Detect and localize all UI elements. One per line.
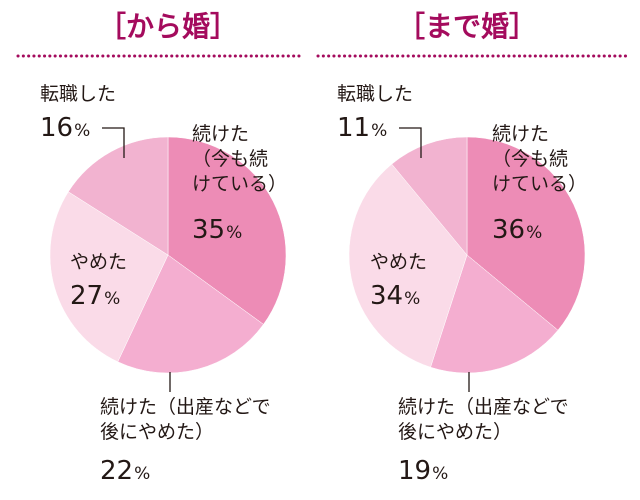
slice-percentage: 34% bbox=[370, 281, 420, 311]
slice-percentage: 19% bbox=[398, 456, 448, 486]
slice-label: 転職した bbox=[337, 83, 413, 105]
leader-line bbox=[102, 127, 125, 158]
slice-label: 転職した bbox=[40, 83, 116, 105]
slice-label: 後にやめた） bbox=[100, 421, 214, 443]
chart-title: ［まで婚］ bbox=[397, 10, 537, 43]
slice-percentage: 27% bbox=[70, 281, 120, 311]
slice-label: 後にやめた） bbox=[398, 421, 512, 443]
slice-percentage: 36% bbox=[492, 215, 542, 245]
slice-label: けている） bbox=[492, 173, 587, 195]
slice-percentage: 22% bbox=[100, 456, 150, 486]
slice-label: 続けた（出産などで bbox=[398, 396, 569, 418]
slice-percentage: 35% bbox=[192, 215, 242, 245]
leader-line bbox=[399, 127, 422, 158]
slice-label: 続けた bbox=[492, 123, 549, 145]
slice-label: やめた bbox=[70, 251, 127, 273]
slice-label: 続けた（出産などで bbox=[100, 396, 271, 418]
pie-slice bbox=[430, 254, 559, 374]
pie-slice bbox=[49, 191, 169, 363]
slice-label: （今も続 bbox=[192, 148, 268, 170]
slice-percentage: 11% bbox=[337, 113, 387, 143]
pie-slice bbox=[466, 136, 586, 331]
pie-slice bbox=[68, 136, 169, 256]
pie-slice bbox=[391, 136, 468, 256]
chart-title: ［から婚］ bbox=[98, 10, 238, 43]
pie-slice bbox=[348, 163, 468, 368]
slice-label: けている） bbox=[192, 173, 287, 195]
slice-label: （今も続 bbox=[492, 148, 568, 170]
pie-slice bbox=[167, 136, 287, 325]
slice-label: やめた bbox=[370, 251, 427, 273]
slice-percentage: 16% bbox=[40, 113, 90, 143]
slice-label: 続けた bbox=[192, 123, 249, 145]
